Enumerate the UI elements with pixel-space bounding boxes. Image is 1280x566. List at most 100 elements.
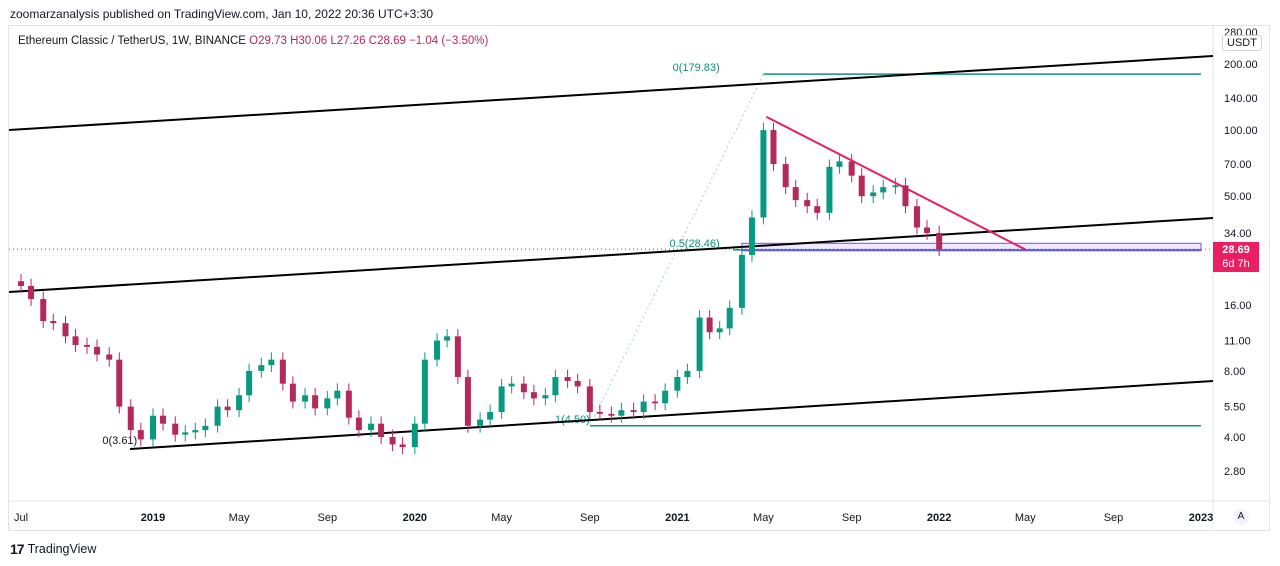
candle-body bbox=[913, 206, 920, 228]
ohlc-values: O29.73 H30.06 L27.26 C28.69 −1.04 (−3.50… bbox=[249, 35, 488, 47]
candle-body bbox=[498, 386, 505, 412]
x-tick-label: 2023 bbox=[1189, 512, 1213, 524]
y-tick-label: 140.00 bbox=[1224, 93, 1258, 105]
x-tick-label: May bbox=[753, 512, 774, 524]
fib-level-label: 0(3.61) bbox=[102, 435, 137, 447]
last-price-tag: 28.69 6d 7h bbox=[1213, 242, 1259, 272]
y-tick-label: 2.80 bbox=[1224, 466, 1245, 478]
brand-name: TradingView bbox=[27, 542, 97, 556]
candle-body bbox=[72, 336, 79, 345]
support-zone bbox=[741, 242, 1202, 252]
candle-body bbox=[202, 425, 209, 431]
candle-body bbox=[706, 317, 713, 333]
candle-body bbox=[814, 206, 821, 213]
candle-body bbox=[586, 386, 593, 412]
trend-channel-line bbox=[129, 380, 1214, 450]
candle-body bbox=[716, 328, 723, 333]
candle-body bbox=[84, 344, 91, 347]
candle-body bbox=[246, 370, 253, 396]
x-tick-label: Jul bbox=[14, 512, 28, 524]
candle-body bbox=[289, 383, 296, 402]
candle-body bbox=[760, 130, 767, 218]
fib-level-label: 0.5(28.46) bbox=[670, 238, 720, 250]
footer-brand: 17 TradingView bbox=[10, 541, 96, 557]
candle-body bbox=[302, 395, 309, 402]
candle-body bbox=[870, 192, 877, 197]
ohlc-close: C28.69 bbox=[368, 35, 406, 47]
candle-body bbox=[880, 187, 887, 193]
candle-body bbox=[345, 390, 352, 418]
y-tick-label: 8.00 bbox=[1224, 366, 1245, 378]
candle-body bbox=[477, 419, 484, 426]
candle-body bbox=[596, 411, 603, 414]
candle-body bbox=[258, 365, 265, 371]
candle-body bbox=[542, 395, 549, 399]
candle-body bbox=[454, 336, 461, 378]
candle-body bbox=[444, 336, 451, 341]
candle-body bbox=[434, 340, 441, 360]
candle-body bbox=[324, 398, 331, 409]
auto-scale-button[interactable]: A bbox=[1233, 509, 1249, 525]
candle-body bbox=[674, 377, 681, 391]
candle-body bbox=[726, 307, 733, 329]
candle-body bbox=[172, 423, 179, 435]
candle-body bbox=[574, 380, 581, 387]
candle-body bbox=[389, 437, 396, 445]
candle-body bbox=[137, 430, 144, 440]
candle-body bbox=[368, 423, 375, 431]
candle-body bbox=[520, 383, 527, 393]
ohlc-open: O29.73 bbox=[249, 35, 287, 47]
candle-body bbox=[858, 175, 865, 197]
candle-body bbox=[464, 377, 471, 426]
y-tick-label: 100.00 bbox=[1224, 125, 1258, 137]
fib-level-label: 0(179.83) bbox=[673, 62, 720, 74]
candle-body bbox=[892, 185, 899, 188]
candle-body bbox=[399, 444, 406, 448]
candle-body bbox=[684, 370, 691, 378]
candle-body bbox=[618, 410, 625, 416]
trend-channel-line bbox=[8, 217, 1214, 293]
publish-attribution: zoomarzanalysis published on TradingView… bbox=[10, 7, 434, 21]
ohlc-high: H30.06 bbox=[290, 35, 328, 47]
candle-body bbox=[902, 185, 909, 207]
candle-body bbox=[836, 161, 843, 167]
chart-frame[interactable] bbox=[8, 25, 1270, 531]
candle-body bbox=[40, 299, 47, 322]
candle-body bbox=[652, 401, 659, 404]
candle-body bbox=[214, 406, 221, 426]
candle-body bbox=[192, 430, 199, 433]
candle-body bbox=[630, 410, 637, 412]
candle-body bbox=[792, 187, 799, 201]
quote-currency-badge[interactable]: USDT bbox=[1222, 35, 1262, 51]
candle-body bbox=[738, 254, 745, 308]
y-tick-label: 50.00 bbox=[1224, 191, 1252, 203]
ohlc-change: −1.04 (−3.50%) bbox=[409, 35, 489, 47]
bar-countdown: 6d 7h bbox=[1222, 258, 1250, 270]
x-tick-label: May bbox=[1015, 512, 1036, 524]
candle-body bbox=[508, 383, 515, 387]
x-tick-label: Sep bbox=[1104, 512, 1124, 524]
candle-body bbox=[62, 323, 69, 337]
candle-body bbox=[411, 423, 418, 448]
candle-body bbox=[640, 401, 647, 412]
y-tick-label: 11.00 bbox=[1224, 336, 1251, 348]
x-tick-label: 2021 bbox=[665, 512, 689, 524]
x-tick-label: Sep bbox=[318, 512, 338, 524]
last-price-value: 28.69 bbox=[1222, 244, 1250, 256]
candle-body bbox=[770, 130, 777, 165]
y-tick-label: 70.00 bbox=[1224, 159, 1252, 171]
candle-body bbox=[564, 377, 571, 381]
x-tick-label: 2022 bbox=[927, 512, 951, 524]
x-tick-label: 2019 bbox=[141, 512, 165, 524]
x-tick-label: May bbox=[229, 512, 250, 524]
x-tick-label: May bbox=[491, 512, 512, 524]
y-tick-label: 4.00 bbox=[1224, 432, 1245, 444]
symbol-name: Ethereum Classic / TetherUS, 1W, BINANCE bbox=[18, 35, 246, 47]
candle-body bbox=[268, 359, 275, 366]
candle-body bbox=[160, 415, 167, 424]
candle-body bbox=[224, 406, 231, 411]
x-tick-label: Sep bbox=[580, 512, 600, 524]
y-tick-label: 5.50 bbox=[1224, 402, 1245, 414]
candle-body bbox=[378, 423, 385, 437]
